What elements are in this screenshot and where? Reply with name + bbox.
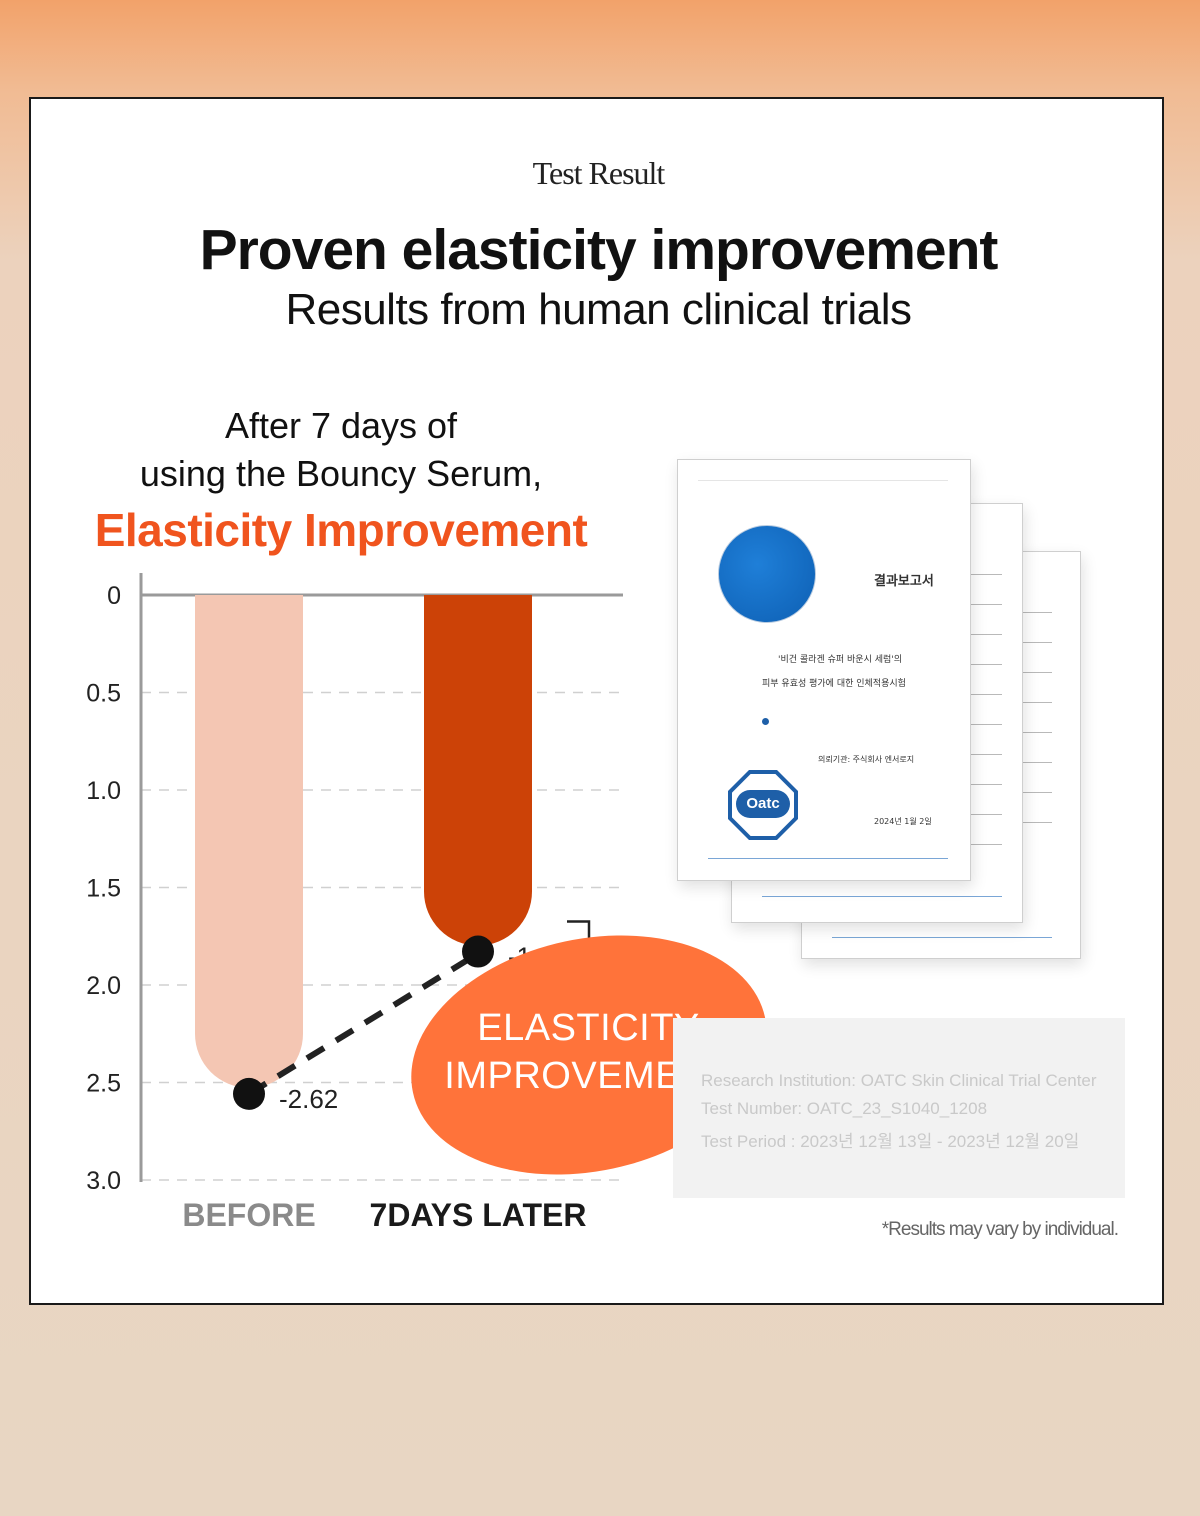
result-card: Test Result Proven elasticity improvemen… xyxy=(29,97,1164,1305)
report-date: 2024년 1월 2일 xyxy=(874,817,932,826)
y-tick-label: 2.5 xyxy=(86,1070,121,1098)
page-subtitle: Results from human clinical trials xyxy=(285,285,912,334)
y-tick-label: 1.5 xyxy=(86,875,121,903)
oatc-logo: Oatc xyxy=(736,790,790,818)
bar-chart: 0 0.5 1.0 1.5 2.0 2.5 3.0 BEFORE 7DAYS LATER -2.6… xyxy=(86,573,627,1233)
data-point xyxy=(233,1077,265,1110)
data-point xyxy=(462,935,494,968)
bar-7days-later xyxy=(424,595,532,946)
bubble-line-1: ELASTICITY xyxy=(477,1007,700,1049)
disclaimer: *Results may vary by individual. xyxy=(881,1219,1119,1240)
x-category-label: 7DAYS LATER xyxy=(370,1197,587,1233)
lead-line-1: After 7 days of xyxy=(224,405,458,446)
page-title: Proven elasticity improvement xyxy=(199,218,999,282)
report-subject-line-2: 피부 유효성 평가에 대한 인체적용시험 xyxy=(762,679,906,689)
y-tick-label: 1.0 xyxy=(86,777,121,805)
lead-line-2: using the Bouncy Serum, xyxy=(139,453,543,494)
trial-info-panel xyxy=(673,1018,1125,1198)
report-cover-page: 결과보고서 '비건 콜라겐 슈퍼 바운시 세럼'의 피부 유효성 평가에 대한 … xyxy=(677,459,971,881)
y-tick-label: 3.0 xyxy=(86,1167,121,1195)
report-client: 의뢰기관: 주식회사 엔서로지 xyxy=(818,755,915,764)
trial-number: Test Number: OATC_23_S1040_1208 xyxy=(701,1099,988,1118)
value-label: -2.62 xyxy=(279,1084,338,1114)
trend-connector xyxy=(247,950,480,1097)
report-title: 결과보고서 xyxy=(874,574,934,589)
trial-institution: Research Institution: OATC Skin Clinical… xyxy=(701,1071,1097,1090)
globe-icon xyxy=(718,525,816,623)
y-tick-label: 0.5 xyxy=(86,680,121,708)
report-subject-line-1: '비건 콜라겐 슈퍼 바운시 세럼'의 xyxy=(778,655,903,665)
y-tick-label: 2.0 xyxy=(86,972,121,1000)
x-category-label: BEFORE xyxy=(182,1197,315,1233)
lead-highlight: Elasticity Improvement xyxy=(94,504,588,556)
eyebrow-label: Test Result xyxy=(532,155,666,191)
y-tick-label: 0 xyxy=(107,582,121,610)
trial-period: Test Period : 2023년 12월 13일 - 2023년 12월 … xyxy=(701,1132,1080,1151)
bar-before xyxy=(195,595,303,1088)
dot-marker xyxy=(762,718,769,725)
